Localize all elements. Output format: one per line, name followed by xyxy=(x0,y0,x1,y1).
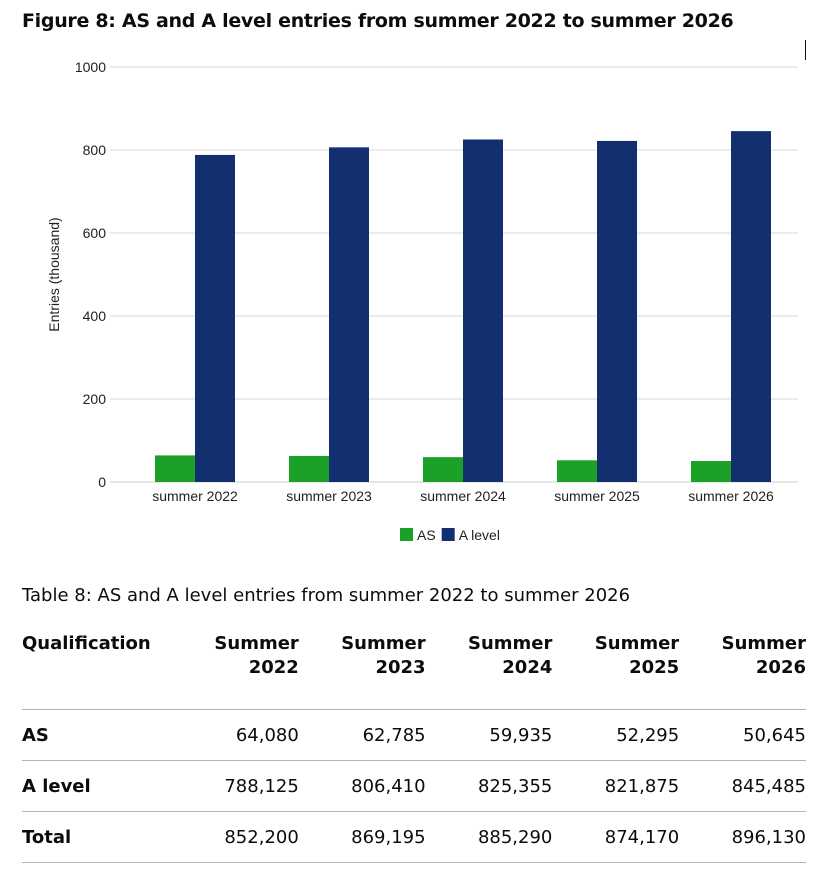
row-label: Total xyxy=(22,811,172,863)
table-cell: 874,170 xyxy=(552,811,680,863)
table-cell: 52,295 xyxy=(552,709,680,761)
y-axis-label: Entries (thousand) xyxy=(46,217,62,331)
x-tick-label: summer 2022 xyxy=(152,488,238,504)
legend-label: AS xyxy=(417,527,436,543)
y-tick-label: 200 xyxy=(83,391,107,407)
y-tick-label: 800 xyxy=(83,142,107,158)
bar-as xyxy=(155,455,195,482)
bar-as xyxy=(691,460,731,482)
bar-a-level xyxy=(463,139,503,483)
bar-chart: 0 200 400 600 800 1000 Entries (thousand) summe… xyxy=(46,59,798,543)
table-cell: 50,645 xyxy=(679,709,806,761)
header-summer-2024: Summer 2024 xyxy=(468,633,553,678)
bar-a-level xyxy=(731,131,771,482)
figure-title: Figure 8: AS and A level entries from su… xyxy=(22,10,734,32)
bar-a-level xyxy=(597,140,637,482)
y-tick-label: 400 xyxy=(83,308,107,324)
legend-swatch xyxy=(400,528,413,541)
table-row-as: AS 64,080 62,785 59,935 52,295 50,645 xyxy=(22,709,806,761)
x-tick-label: summer 2025 xyxy=(554,488,640,504)
bar-as xyxy=(423,457,463,482)
bar-a-level xyxy=(329,147,369,482)
table-cell: 788,125 xyxy=(172,760,299,812)
legend-swatch xyxy=(441,528,455,541)
text-cursor xyxy=(805,40,806,60)
table-cell: 869,195 xyxy=(298,811,426,863)
header-summer-2023: Summer 2023 xyxy=(341,633,426,678)
x-tick-label: summer 2026 xyxy=(688,488,774,504)
table-cell: 845,485 xyxy=(679,760,806,812)
header-summer-2026: Summer 2026 xyxy=(721,633,806,678)
y-tick-label: 1000 xyxy=(75,59,106,75)
legend-label: A level xyxy=(459,527,500,543)
table-cell: 821,875 xyxy=(552,760,680,812)
table-cell: 825,355 xyxy=(425,760,553,812)
row-label: A level xyxy=(22,760,172,812)
table-row-a-level: A level 788,125 806,410 825,355 821,875 … xyxy=(22,760,806,812)
table-cell: 59,935 xyxy=(425,709,553,761)
y-tick-label: 600 xyxy=(83,225,107,241)
bar-as xyxy=(289,455,329,482)
table-cell: 806,410 xyxy=(298,760,426,812)
table-cell: 896,130 xyxy=(679,811,806,863)
x-tick-label: summer 2024 xyxy=(420,488,506,504)
header-qualification: Qualification xyxy=(22,633,151,654)
data-table: Qualification Summer 2022 Summer 2023 Summ… xyxy=(22,632,806,863)
row-label: AS xyxy=(22,709,172,761)
table-cell: 885,290 xyxy=(425,811,553,863)
table-caption: Table 8: AS and A level entries from sum… xyxy=(22,585,631,606)
table-cell: 64,080 xyxy=(172,709,299,761)
table-cell: 852,200 xyxy=(172,811,299,863)
x-tick-label: summer 2023 xyxy=(286,488,372,504)
table-header-row: Qualification Summer 2022 Summer 2023 Summ… xyxy=(22,632,806,710)
bar-as xyxy=(557,460,597,482)
table-cell: 62,785 xyxy=(298,709,426,761)
header-summer-2022: Summer 2022 xyxy=(214,633,299,678)
y-tick-label: 0 xyxy=(98,474,106,490)
bar-a-level xyxy=(195,154,235,482)
table-row-total: Total 852,200 869,195 885,290 874,170 89… xyxy=(22,811,806,863)
header-summer-2025: Summer 2025 xyxy=(594,633,680,678)
